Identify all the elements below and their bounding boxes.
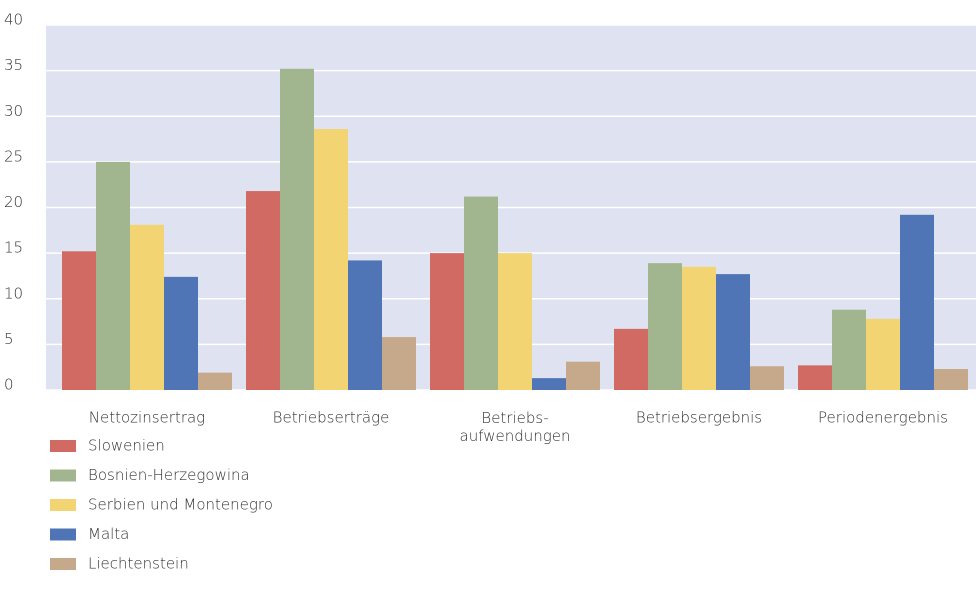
bar — [532, 378, 566, 390]
y-tick-label: 0 — [4, 376, 14, 394]
y-tick-label: 35 — [4, 56, 23, 74]
bar — [198, 372, 232, 390]
bar — [430, 253, 464, 390]
legend-swatch — [50, 469, 76, 482]
y-tick-label: 15 — [4, 239, 23, 257]
bar — [246, 191, 280, 390]
legend-label: Liechtenstein — [88, 555, 189, 573]
legend-label: Slowenien — [88, 437, 165, 455]
legend-swatch — [50, 558, 76, 570]
bar — [682, 266, 716, 390]
x-tick-label: Periodenergebnis — [818, 409, 948, 427]
bar — [314, 129, 348, 390]
bar — [832, 309, 866, 390]
bar — [716, 274, 750, 390]
bar — [498, 253, 532, 390]
bar — [934, 369, 968, 390]
legend-swatch — [50, 440, 76, 452]
y-tick-label: 25 — [4, 147, 23, 165]
bar — [614, 328, 648, 390]
bar — [750, 366, 784, 390]
bar — [648, 263, 682, 390]
legend-swatch — [50, 528, 76, 541]
legend-label: Bosnien-Herzegowina — [88, 466, 250, 484]
bar — [130, 224, 164, 390]
x-tick-label: Betriebsergebnis — [636, 409, 762, 427]
bar — [382, 337, 416, 390]
bar — [900, 214, 934, 390]
bar — [62, 251, 96, 390]
legend-label: Serbien und Montenegro — [88, 496, 273, 514]
y-tick-label: 20 — [4, 193, 23, 211]
legend-label: Malta — [88, 525, 129, 543]
bar — [798, 365, 832, 390]
bar — [96, 161, 130, 390]
bar — [348, 260, 382, 390]
x-tick-label: Nettozinsertrag — [89, 409, 205, 427]
bar — [280, 68, 314, 391]
y-tick-label: 30 — [4, 102, 23, 120]
x-tick-label: Betriebs-aufwendungen — [460, 409, 571, 445]
bar — [164, 276, 198, 390]
x-tick-label: Betriebserträge — [273, 409, 390, 427]
y-tick-label: 40 — [4, 11, 23, 29]
bar — [866, 318, 900, 390]
y-tick-label: 10 — [4, 284, 23, 302]
bar — [566, 361, 600, 390]
y-tick-label: 5 — [4, 330, 14, 348]
legend-swatch — [50, 499, 76, 511]
bar — [464, 196, 498, 390]
